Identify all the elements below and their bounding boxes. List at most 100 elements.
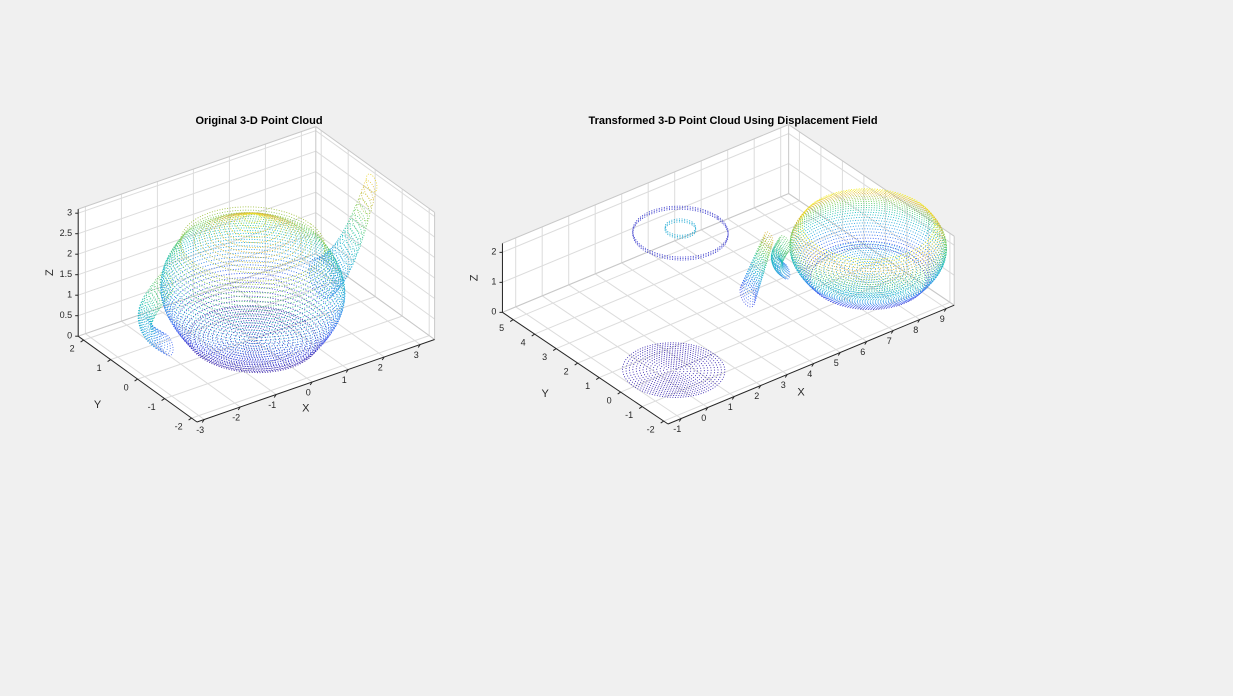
point-ring: [756, 246, 769, 264]
y-tick-label: 5: [499, 323, 504, 333]
x-tick-label: -2: [232, 412, 240, 422]
point-ring: [740, 281, 757, 305]
point-ring: [625, 344, 722, 397]
point-ring: [137, 312, 153, 336]
point-ring: [831, 249, 905, 290]
x-tick-label: 6: [860, 347, 865, 357]
point-ring: [160, 245, 346, 341]
tick-mark: [758, 385, 762, 389]
z-tick-label: 0: [491, 307, 496, 317]
point-ring: [233, 213, 272, 233]
y-axis: [502, 311, 669, 425]
x-tick-label: 3: [414, 350, 419, 360]
axes: -10123456789-2-1012345012XYZTransformed …: [468, 115, 955, 434]
point-ring: [146, 288, 161, 313]
point-ring: [165, 264, 341, 355]
grid-line: [620, 272, 908, 393]
point-ring: [143, 292, 159, 316]
point-ring: [213, 212, 292, 254]
grid-line: [599, 258, 886, 379]
x-axis-label: X: [797, 387, 805, 399]
floor-pane: [502, 193, 955, 424]
tick-mark: [188, 417, 192, 421]
z-tick-label: 3: [67, 208, 72, 218]
point-ring: [743, 274, 759, 298]
y-tick-label: 1: [97, 363, 102, 373]
point-ring: [184, 300, 322, 372]
x-tick-label: 1: [728, 402, 733, 412]
y-tick-label: 4: [521, 337, 526, 347]
point-ring: [659, 362, 688, 378]
point-ring: [622, 342, 726, 398]
point-ring: [318, 254, 342, 293]
point-ring: [775, 239, 788, 258]
point-ring: [353, 204, 369, 228]
point-ring: [656, 360, 692, 380]
grid-line: [78, 130, 316, 214]
point-ring: [150, 328, 166, 352]
point-ring: [181, 295, 325, 370]
point-ring: [666, 366, 681, 375]
x-tick-label: 7: [887, 336, 892, 346]
grid-line: [502, 163, 789, 283]
grid-line: [515, 306, 682, 419]
point-ring: [363, 180, 376, 201]
x-tick-label: -1: [268, 400, 276, 410]
grid-line: [788, 163, 955, 276]
grid-line: [541, 295, 709, 408]
point-ring: [169, 272, 337, 360]
x-tick-label: 9: [940, 314, 945, 324]
point-ring: [774, 241, 787, 259]
point-ring: [193, 212, 312, 274]
point-ring: [238, 331, 267, 347]
point-ring: [349, 214, 365, 240]
tick-mark: [890, 330, 894, 334]
grid-line: [568, 284, 735, 397]
y-tick-label: -2: [175, 421, 183, 431]
grid-line: [83, 257, 322, 341]
x-tick-label: 3: [781, 380, 786, 390]
point-ring: [358, 192, 372, 215]
point-ring: [791, 195, 945, 278]
point-ring: [208, 212, 297, 259]
point-ring: [156, 331, 171, 355]
x-tick-label: 0: [701, 413, 706, 423]
point-ring: [138, 304, 153, 328]
point-ring: [308, 257, 334, 300]
point-ring: [789, 207, 947, 292]
point-ring: [178, 290, 327, 368]
point-ring: [791, 216, 945, 299]
point-ring: [819, 243, 918, 296]
grid-line: [663, 301, 951, 422]
x-tick-label: 2: [378, 362, 383, 372]
grid-line: [110, 276, 349, 361]
point-ring: [789, 200, 947, 286]
point-ring: [803, 237, 933, 308]
tick-mark: [574, 362, 578, 366]
y-tick-label: 3: [542, 352, 547, 362]
point-ring: [746, 268, 761, 290]
point-ring: [153, 329, 168, 353]
point-ring: [167, 268, 339, 358]
y-tick-label: -1: [148, 402, 156, 412]
tick-mark: [201, 419, 205, 423]
tick-mark: [273, 394, 277, 398]
point-ring: [202, 313, 303, 366]
point-cloud: [137, 173, 378, 374]
grid-line: [502, 133, 789, 253]
tick-mark: [638, 406, 643, 410]
point-ring: [771, 256, 784, 274]
grid-line: [674, 240, 841, 353]
grid-line: [315, 212, 435, 299]
tick-mark: [864, 341, 868, 345]
tick-mark: [784, 374, 788, 378]
point-ring: [137, 309, 152, 333]
tick-mark: [811, 363, 815, 367]
box-edge: [788, 124, 955, 237]
point-ring: [794, 192, 942, 273]
point-ring: [243, 213, 262, 223]
point-ring: [642, 353, 705, 387]
point-ring: [140, 318, 155, 343]
x-tick-label: 0: [306, 387, 311, 397]
